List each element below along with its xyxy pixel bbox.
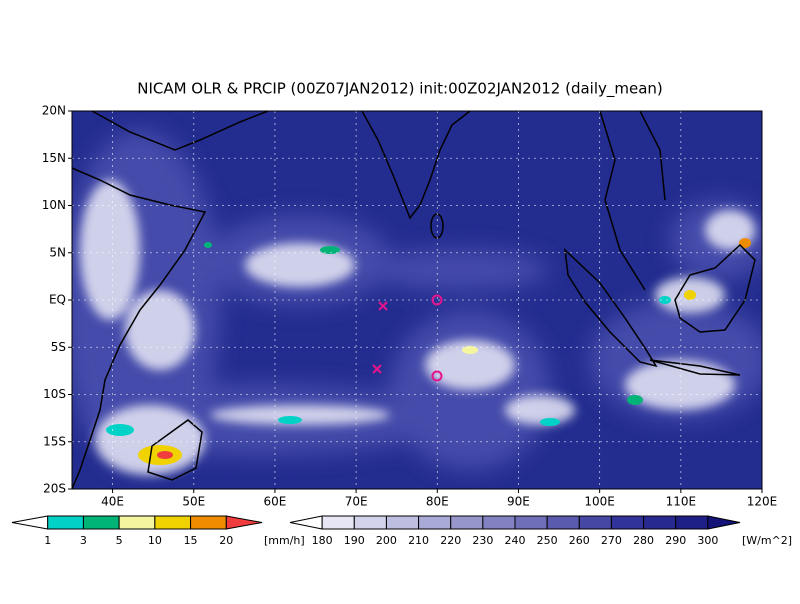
colorbar-box	[450, 515, 484, 530]
lon-label: 110E	[666, 495, 697, 509]
colorbar-label: 240	[505, 534, 526, 547]
colorbar-label: 190	[344, 534, 365, 547]
lat-label: 20N	[42, 104, 66, 118]
colorbar-box	[47, 515, 84, 530]
colorbar-label: 260	[569, 534, 590, 547]
lon-label: 120E	[747, 495, 778, 509]
colorbar-triangle	[289, 515, 323, 530]
colorbar-triangle	[225, 515, 263, 530]
coastlines	[72, 111, 756, 489]
colorbar-label: 5	[116, 534, 123, 547]
lon-label: 60E	[264, 495, 287, 509]
lat-label: 10N	[42, 198, 66, 212]
colorbar-label: 20	[219, 534, 233, 547]
lat-label: 10S	[43, 387, 66, 401]
colorbar-label: 250	[537, 534, 558, 547]
lon-label: 70E	[345, 495, 368, 509]
colorbar-label: 15	[184, 534, 198, 547]
colorbar-label: 10	[148, 534, 162, 547]
colorbar-box	[643, 515, 677, 530]
colorbars: 1 3 5 10 15 20 [mm/h] 180 190 200 210 220 230 240 250 2…	[11, 515, 792, 547]
lat-label: 20S	[43, 482, 66, 496]
colorbar-label: 300	[697, 534, 718, 547]
colorbar-box	[482, 515, 516, 530]
lat-label: 15S	[43, 434, 66, 448]
lat-label: 15N	[42, 151, 66, 165]
lat-label: EQ	[49, 293, 66, 307]
colorbar-box	[385, 515, 420, 530]
map-title: NICAM OLR & PRCIP (00Z07JAN2012) init:00…	[137, 80, 663, 99]
precip-specks	[106, 238, 751, 465]
colorbar-box	[190, 515, 227, 530]
colorbar-box	[154, 515, 192, 530]
colorbar-box	[578, 515, 612, 530]
colorbar-box	[321, 515, 355, 530]
colorbar-label: 180	[312, 534, 333, 547]
lon-label: 90E	[507, 495, 530, 509]
colorbar-label: 200	[376, 534, 397, 547]
colorbar-label: 1	[44, 534, 51, 547]
colorbar-box	[418, 515, 452, 530]
colorbar-label: 210	[408, 534, 429, 547]
colorbar-label: 280	[633, 534, 654, 547]
colorbar-box	[610, 515, 645, 530]
map-area	[72, 111, 762, 489]
colorbar-label: 270	[601, 534, 622, 547]
colorbar-box	[82, 515, 120, 530]
colorbar-label: 3	[80, 534, 87, 547]
lat-label: 5S	[51, 340, 66, 354]
colorbar-triangle	[707, 515, 741, 530]
axes: 20N 15N 10N 5N EQ 5S 10S 15S 20S 40E 50E 60E 70E 80E 9…	[42, 104, 778, 509]
lon-label: 50E	[182, 495, 205, 509]
colorbar-label: 230	[472, 534, 493, 547]
colorbar-triangle	[11, 515, 49, 530]
colorbar-box	[118, 515, 156, 530]
colorbar-box	[675, 515, 709, 530]
colorbar-box	[353, 515, 387, 530]
colorbar-box	[514, 515, 548, 530]
lon-label: 100E	[584, 495, 615, 509]
colorbar-label: 220	[440, 534, 461, 547]
markers	[372, 294, 443, 382]
colorbar-label: 290	[665, 534, 686, 547]
lon-label: 80E	[426, 495, 449, 509]
grid	[72, 111, 762, 489]
colorbar-box	[546, 515, 580, 530]
lon-label: 40E	[101, 495, 124, 509]
colorbar-unit: [mm/h]	[264, 534, 305, 547]
lat-label: 5N	[49, 245, 66, 259]
colorbar-unit: [W/m^2]	[742, 534, 792, 547]
